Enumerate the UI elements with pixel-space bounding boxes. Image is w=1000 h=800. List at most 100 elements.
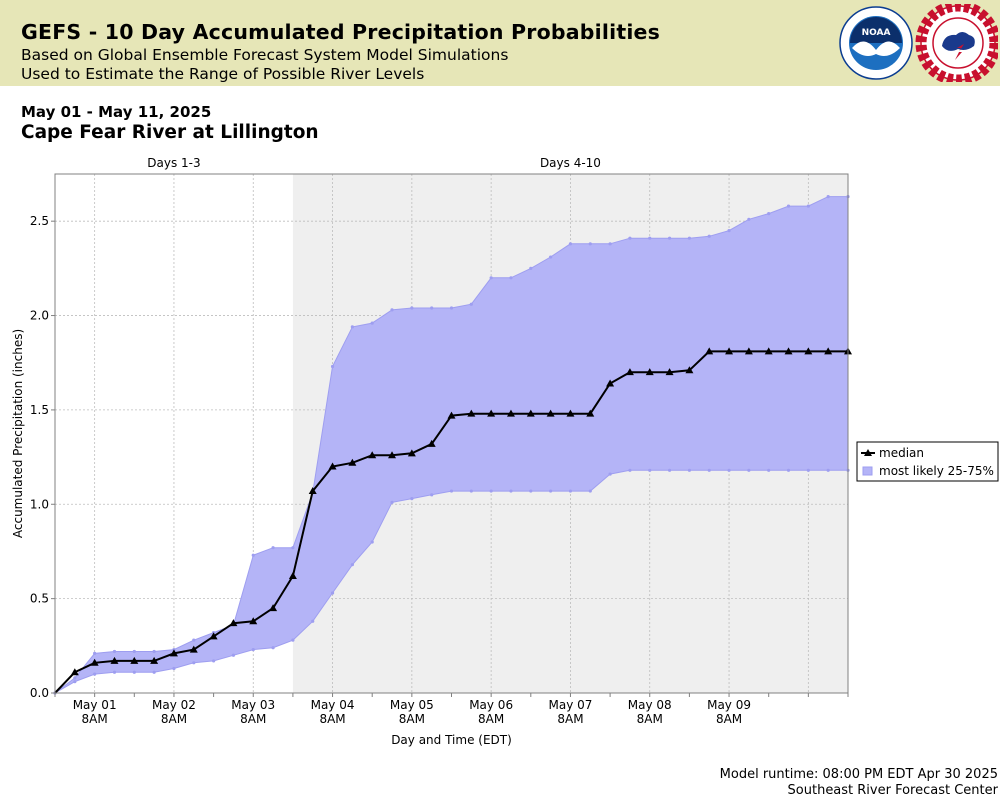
band-lower-point xyxy=(271,646,275,650)
band-upper-point xyxy=(549,255,553,259)
band-lower-point xyxy=(251,647,255,652)
median-point xyxy=(328,462,337,470)
band-lower-point xyxy=(291,638,295,642)
band-upper-point xyxy=(568,242,573,246)
band-lower-point xyxy=(509,489,513,493)
median-point xyxy=(189,645,198,653)
median-point xyxy=(110,656,119,664)
band-lower-point xyxy=(112,670,117,674)
legend-band-swatch xyxy=(862,466,873,476)
forecast-center: Southeast River Forecast Center xyxy=(787,783,998,798)
region-label-1: Days 4-10 xyxy=(540,156,601,170)
band-upper-point xyxy=(152,649,156,654)
band-lower-point xyxy=(390,500,394,504)
band-lower-point xyxy=(568,489,573,493)
y-tick-label: 1.0 xyxy=(30,497,49,511)
band-lower-point xyxy=(588,489,592,493)
x-tick-label-day: May 03 xyxy=(231,698,275,712)
median-point xyxy=(229,619,238,627)
band-upper-point xyxy=(767,212,771,216)
band-lower-point xyxy=(648,468,652,472)
band-lower-point xyxy=(330,591,335,595)
band-lower-point xyxy=(132,670,136,674)
band-upper-point xyxy=(786,204,791,208)
median-point xyxy=(388,451,397,459)
noaa-logo: NOAA xyxy=(839,6,913,80)
band-lower-point xyxy=(231,653,236,657)
y-tick-label: 2.5 xyxy=(30,214,49,228)
y-tick-label: 0.5 xyxy=(30,592,49,606)
page-subtitle-2: Used to Estimate the Range of Possible R… xyxy=(21,65,425,83)
agency-logos: NOAA xyxy=(839,4,998,82)
band-lower-point xyxy=(172,666,176,671)
band-upper-point xyxy=(608,242,612,246)
band-upper-point xyxy=(628,236,632,240)
band-lower-point xyxy=(430,493,434,497)
location-title: Cape Fear River at Lillington xyxy=(21,122,319,143)
median-point xyxy=(308,487,317,495)
band-upper-point xyxy=(469,302,473,306)
median-point xyxy=(90,658,99,666)
x-tick-label-time: 8AM xyxy=(637,712,663,726)
band-upper-point xyxy=(687,236,692,240)
band-lower-point xyxy=(549,489,553,493)
band-upper-point xyxy=(390,308,394,312)
median-point xyxy=(130,656,139,664)
band-lower-point xyxy=(786,468,791,472)
median-point xyxy=(645,368,654,376)
median-point xyxy=(427,439,436,447)
x-tick-label-time: 8AM xyxy=(557,712,583,726)
band-upper-point xyxy=(529,266,533,270)
band-lower-point xyxy=(628,468,632,472)
noaa-logo-text: NOAA xyxy=(862,28,891,38)
band-lower-point xyxy=(212,659,216,663)
band-upper-point xyxy=(73,676,77,680)
median-point xyxy=(209,632,218,640)
x-tick-label-time: 8AM xyxy=(161,712,187,726)
x-tick-label-time: 8AM xyxy=(319,712,345,726)
band-upper-point xyxy=(509,276,513,280)
median-point xyxy=(150,656,159,664)
band-upper-point xyxy=(747,217,751,221)
median-point xyxy=(764,347,773,355)
median-point xyxy=(744,347,753,355)
band-upper-point xyxy=(806,204,810,208)
band-lower-point xyxy=(73,680,77,684)
band-lower-point xyxy=(192,661,196,665)
y-tick-label: 1.5 xyxy=(30,403,49,417)
x-tick-label-day: May 06 xyxy=(469,698,513,712)
band-lower-point xyxy=(529,489,533,493)
band-upper-point xyxy=(271,546,275,550)
band-upper-point xyxy=(588,242,592,246)
median-point xyxy=(566,409,575,417)
band-lower-point xyxy=(469,489,473,493)
legend-median-label: median xyxy=(879,446,924,460)
band-lower-point xyxy=(707,468,711,472)
median-point xyxy=(705,347,714,355)
median-point xyxy=(249,617,258,625)
x-tick-label-day: May 08 xyxy=(628,698,672,712)
band-upper-point xyxy=(430,306,434,310)
band-upper-point xyxy=(251,553,255,557)
band-upper-point xyxy=(132,649,136,654)
band-lower-point xyxy=(806,468,810,472)
band-upper-point xyxy=(112,649,117,654)
x-tick-label-time: 8AM xyxy=(716,712,742,726)
band-lower-point xyxy=(489,489,493,493)
median-point xyxy=(606,379,615,387)
median-point xyxy=(407,449,416,457)
band-upper-point xyxy=(648,236,652,240)
median-point xyxy=(526,409,535,417)
band-lower-point xyxy=(93,672,97,676)
median-point xyxy=(467,409,476,417)
x-tick-label-time: 8AM xyxy=(82,712,108,726)
band-lower-point xyxy=(826,468,830,472)
x-tick-label-day: May 09 xyxy=(707,698,751,712)
legend-band-label: most likely 25-75% xyxy=(879,464,994,478)
median-point xyxy=(546,409,555,417)
x-tick-label-day: May 01 xyxy=(73,698,117,712)
legend-median-marker xyxy=(864,449,872,456)
median-point xyxy=(665,368,674,376)
band-lower-point xyxy=(311,619,315,623)
